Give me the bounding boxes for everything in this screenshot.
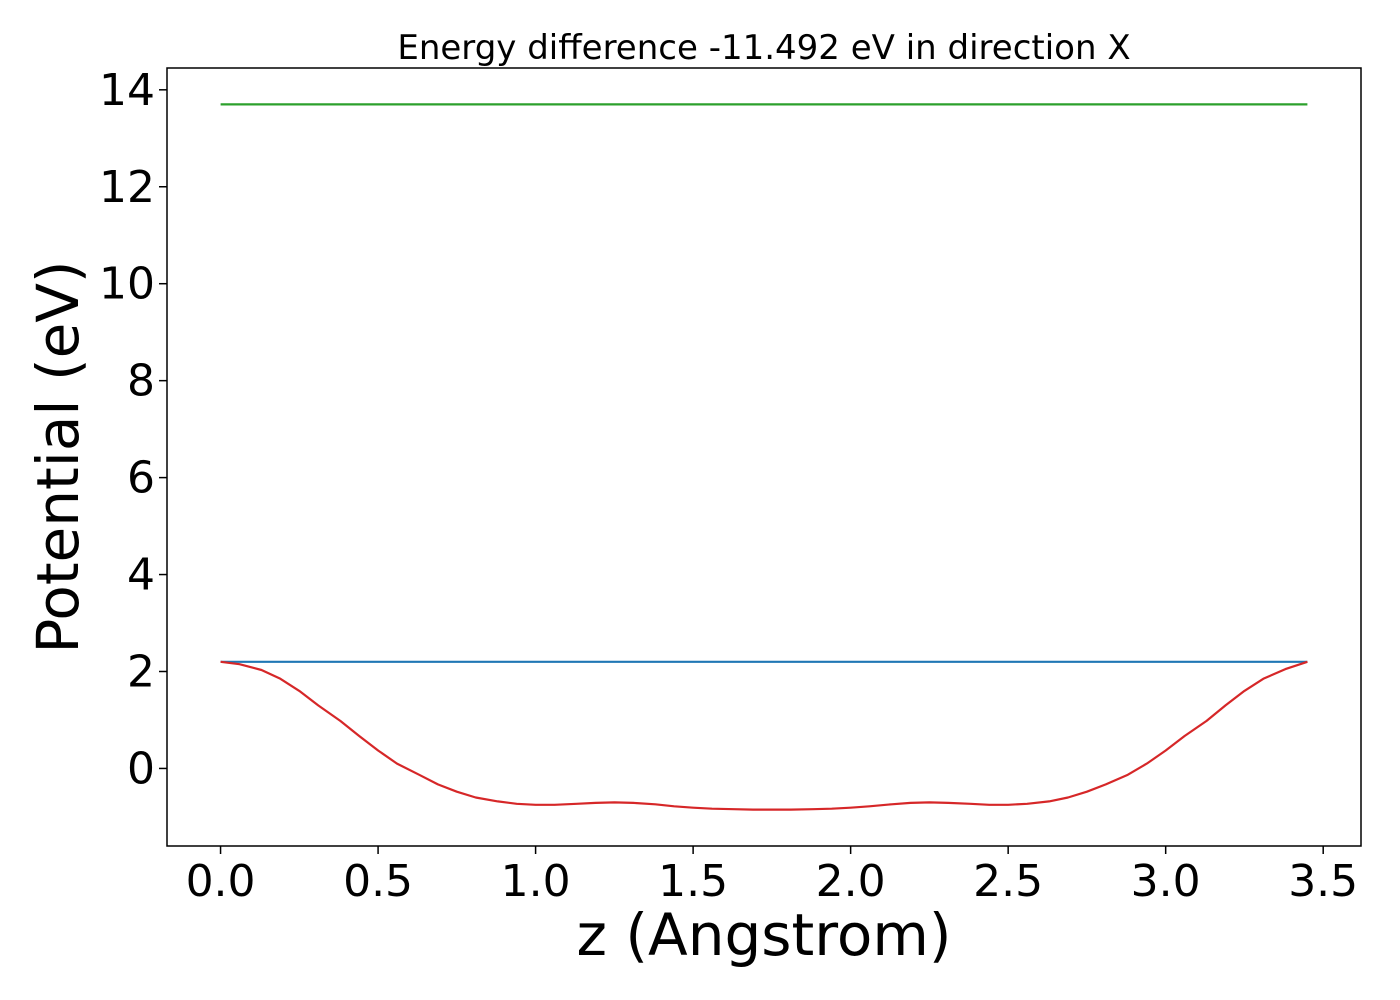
x-axis-label: z (Angstrom) xyxy=(577,901,952,969)
x-tick-label: 3.5 xyxy=(1288,856,1358,907)
y-axis-ticks: 0 2 4 6 8 10 12 14 xyxy=(99,65,167,794)
x-tick-label: 0.0 xyxy=(186,856,256,907)
series-line-3 xyxy=(220,660,1308,811)
chart-title: Energy difference -11.492 eV in directio… xyxy=(397,28,1130,68)
y-tick-label: 8 xyxy=(127,356,155,407)
y-tick-label: 4 xyxy=(127,550,155,601)
x-tick-label: 2.5 xyxy=(973,856,1043,907)
y-tick-label: 6 xyxy=(127,453,155,504)
y-tick-label: 10 xyxy=(99,259,155,310)
series-layer xyxy=(220,103,1308,811)
y-tick-label: 12 xyxy=(99,162,155,213)
x-tick-label: 3.0 xyxy=(1131,856,1201,907)
x-tick-label: 1.5 xyxy=(658,856,728,907)
plot-frame xyxy=(166,67,1362,847)
y-axis-label: Potential (eV) xyxy=(24,260,92,653)
x-tick-label: 1.0 xyxy=(501,856,571,907)
x-axis-ticks: 0.0 0.5 1.0 1.5 2.0 2.5 3.0 3.5 xyxy=(186,846,1358,907)
x-tick-label: 2.0 xyxy=(816,856,886,907)
y-tick-label: 2 xyxy=(127,646,155,697)
y-tick-label: 14 xyxy=(99,65,155,116)
x-tick-label: 0.5 xyxy=(343,856,413,907)
y-tick-label: 0 xyxy=(127,743,155,794)
